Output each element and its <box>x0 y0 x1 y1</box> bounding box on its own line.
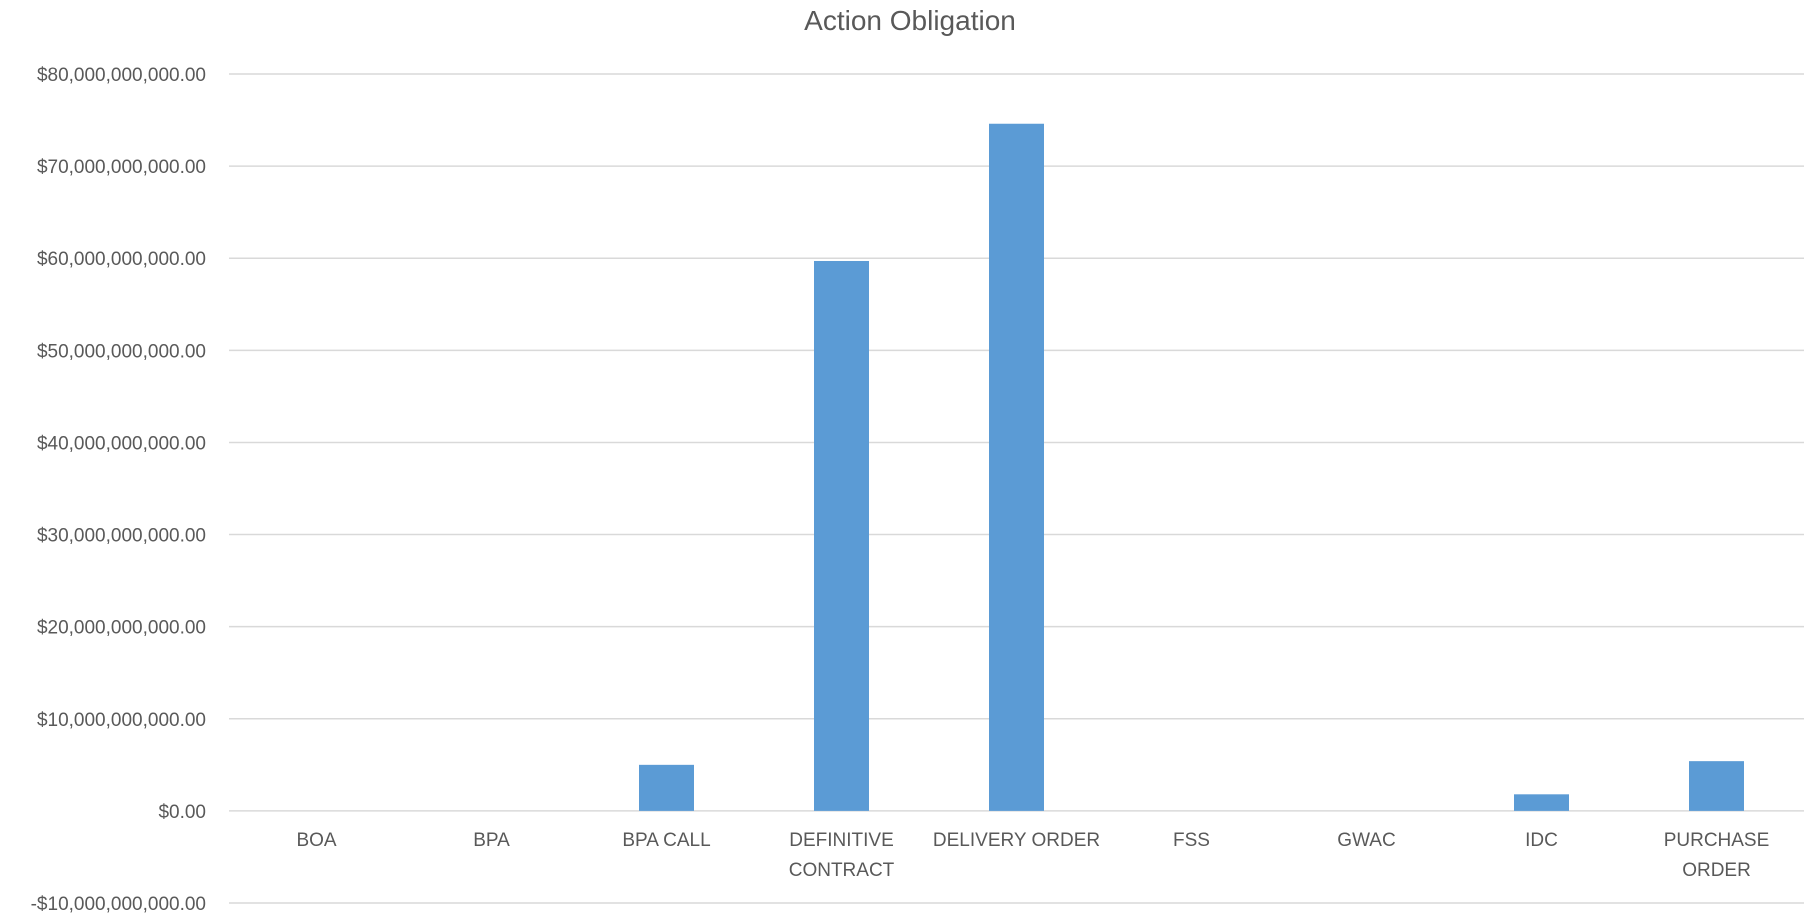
x-category-label-line: BOA <box>296 830 336 851</box>
bars <box>639 123 1744 811</box>
x-axis-category-labels: BOA BPA BPA CALL DEFINITIVE CONTRACT DELIVERY… <box>296 830 1769 881</box>
y-tick-label: $0.00 <box>158 802 206 823</box>
x-category-label-line: FSS <box>1173 830 1210 851</box>
bar <box>814 260 869 811</box>
y-tick-label: $10,000,000,000.00 <box>37 710 206 731</box>
x-category-label: DEFINITIVE CONTRACT <box>789 830 895 881</box>
x-category-label: IDC <box>1525 830 1558 851</box>
x-category-label-line: CONTRACT <box>789 860 895 881</box>
y-tick-label: $60,000,000,000.00 <box>37 249 206 270</box>
x-category-label: DELIVERY ORDER <box>933 830 1100 851</box>
x-category-label: BPA <box>473 830 510 851</box>
x-category-label: PURCHASE ORDER <box>1664 830 1770 881</box>
x-category-label-line: PURCHASE <box>1664 830 1770 851</box>
bar <box>639 764 694 811</box>
y-tick-label: $20,000,000,000.00 <box>37 618 206 639</box>
y-tick-label: $40,000,000,000.00 <box>37 433 206 454</box>
x-category-label: BPA CALL <box>622 830 710 851</box>
bar <box>1689 761 1744 811</box>
x-category-label-line: DEFINITIVE <box>789 830 894 851</box>
x-category-label: FSS <box>1173 830 1210 851</box>
x-category-label: GWAC <box>1337 830 1395 851</box>
x-category-label-line: IDC <box>1525 830 1558 851</box>
y-tick-label: $30,000,000,000.00 <box>37 526 206 547</box>
x-category-label: BOA <box>296 830 336 851</box>
x-category-label-line: DELIVERY ORDER <box>933 830 1100 851</box>
x-category-label-line: ORDER <box>1682 860 1751 881</box>
chart-title: Action Obligation <box>804 5 1016 36</box>
x-category-label-line: BPA CALL <box>622 830 710 851</box>
y-axis-tick-labels: -$10,000,000,000.00 $0.00 $10,000,000,000.… <box>31 65 206 915</box>
bar <box>1514 794 1569 811</box>
y-tick-label: -$10,000,000,000.00 <box>31 894 206 915</box>
y-tick-label: $80,000,000,000.00 <box>37 65 206 86</box>
bar <box>989 123 1044 811</box>
x-category-label-line: GWAC <box>1337 830 1395 851</box>
y-tick-label: $50,000,000,000.00 <box>37 341 206 362</box>
x-category-label-line: BPA <box>473 830 510 851</box>
y-tick-label: $70,000,000,000.00 <box>37 157 206 178</box>
